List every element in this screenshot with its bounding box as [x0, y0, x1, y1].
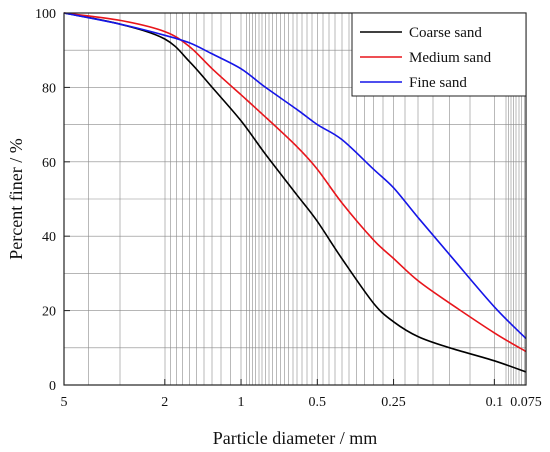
series-line-fine-sand	[63, 12, 527, 340]
x-tick-label: 5	[61, 395, 68, 410]
x-tick-label: 0.1	[486, 395, 504, 410]
y-tick-label: 100	[35, 7, 56, 22]
plot-frame	[63, 12, 527, 386]
legend-label: Fine sand	[409, 75, 467, 91]
axis-ticks: 5 2 1 0.5 0.25 0.1 0.075 0 20 40 60 80 100	[35, 7, 542, 410]
legend-label: Medium sand	[409, 50, 492, 66]
x-axis-title: Particle diameter / mm	[213, 428, 377, 448]
x-tick-label: 0.5	[309, 395, 327, 410]
x-tick-label: 0.25	[381, 395, 406, 410]
y-tick-label: 80	[42, 81, 56, 96]
y-tick-label: 60	[42, 156, 56, 171]
series-line-coarse-sand	[63, 12, 527, 373]
series-lines	[63, 12, 527, 373]
y-axis-title: Percent finer / %	[6, 138, 26, 259]
x-tick-label: 2	[161, 395, 168, 410]
legend: Coarse sand Medium sand Fine sand	[351, 12, 527, 97]
x-tick-label: 1	[238, 395, 245, 410]
y-tick-label: 20	[42, 305, 56, 320]
y-tick-label: 40	[42, 230, 56, 245]
legend-label: Coarse sand	[409, 25, 482, 41]
y-tick-label: 0	[49, 379, 56, 394]
x-tick-label: 0.075	[510, 395, 542, 410]
